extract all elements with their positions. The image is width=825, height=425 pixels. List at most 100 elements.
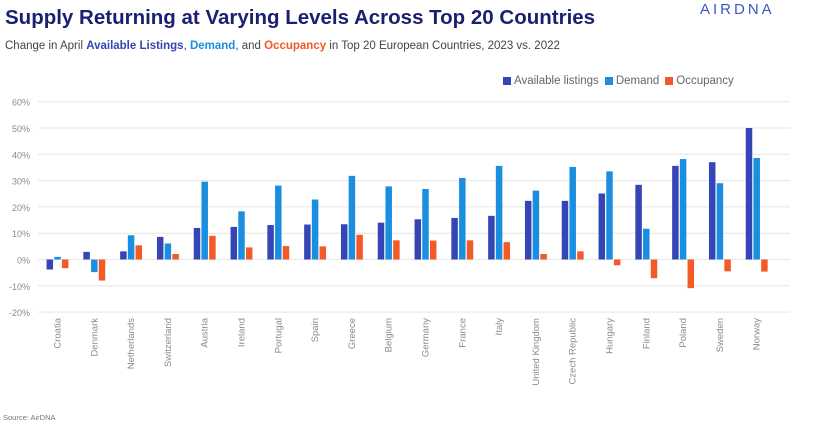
bar-occupancy [724, 259, 731, 272]
subtitle-suffix: in Top 20 European Countries, 2023 vs. 2… [326, 40, 560, 52]
subtitle-separator: , [183, 40, 190, 52]
bar-listings [598, 193, 606, 260]
bar-demand [127, 235, 135, 260]
bar-demand [348, 175, 356, 260]
x-tick-label: Croatia [53, 317, 64, 348]
bar-occupancy [393, 240, 400, 260]
bar-occupancy [503, 242, 511, 260]
legend-item-listings: Available listings [503, 75, 599, 87]
x-tick-label: Denmark [89, 318, 100, 357]
bar-occupancy [650, 259, 658, 279]
bar-listings [635, 184, 642, 260]
subtitle-demand: Demand [189, 40, 236, 52]
y-tick-label: -20% [9, 308, 30, 318]
bar-occupancy [466, 240, 474, 260]
x-tick-label: Hungary [605, 318, 616, 354]
bar-occupancy [577, 251, 584, 260]
bar-demand [54, 256, 61, 260]
bar-occupancy [540, 253, 547, 260]
legend-item-demand: Demand [604, 75, 660, 87]
bar-occupancy [429, 240, 437, 260]
bar-demand [753, 157, 760, 260]
x-tick-label: France [457, 318, 468, 348]
subtitle-listings: Available Listings [86, 40, 184, 52]
bar-occupancy [98, 259, 106, 281]
bar-demand [238, 211, 245, 260]
bar-listings [120, 251, 127, 260]
x-tick-label: Spain [310, 318, 321, 342]
legend-label-demand: Demand [615, 75, 660, 87]
x-tick-label: Sweden [715, 318, 726, 352]
bar-demand [569, 166, 576, 260]
x-tick-label: Belgium [384, 318, 395, 352]
legend-swatch-occupancy [665, 77, 674, 85]
y-tick-label: 40% [12, 150, 30, 160]
bar-occupancy [613, 259, 621, 266]
bar-occupancy [61, 259, 69, 269]
y-tick-label: -10% [9, 282, 30, 292]
bar-occupancy [245, 247, 253, 260]
y-tick-label: 20% [12, 203, 30, 213]
bar-occupancy [761, 259, 768, 272]
brand-logo: AIRDNA [700, 1, 775, 18]
bar-listings [708, 162, 716, 260]
y-tick-label: 60% [12, 98, 30, 108]
bar-listings [414, 219, 422, 260]
bar-demand [201, 181, 208, 260]
chart-title: Supply Returning at Varying Levels Acros… [5, 6, 596, 29]
y-tick-label: 50% [12, 124, 30, 134]
bar-demand [606, 171, 613, 260]
bar-listings [488, 215, 495, 260]
bar-demand [716, 183, 724, 260]
chart-legend: Available listings Demand Occupancy [503, 75, 734, 87]
x-tick-label: Czech Republic [568, 318, 579, 385]
bar-demand [459, 177, 466, 260]
bar-demand [164, 243, 172, 260]
x-tick-label: Portugal [273, 318, 284, 353]
legend-label-listings: Available listings [514, 75, 599, 87]
bar-occupancy [135, 245, 143, 260]
bar-listings [524, 200, 532, 260]
bar-listings [451, 217, 458, 260]
subtitle-prefix: Change in April [5, 40, 87, 52]
bar-listings [377, 222, 385, 260]
legend-swatch-demand [604, 77, 613, 85]
bar-occupancy [282, 246, 290, 260]
bar-demand [385, 186, 392, 260]
bar-occupancy [356, 234, 363, 260]
y-tick-label: 0% [17, 256, 30, 266]
bar-listings [672, 165, 679, 260]
x-tick-label: Norway [752, 318, 763, 350]
bar-listings [561, 200, 569, 260]
legend-swatch-listings [503, 77, 511, 85]
x-tick-label: United Kingdom [531, 318, 542, 386]
bar-listings [304, 224, 311, 260]
x-tick-label: Ireland [237, 318, 248, 347]
x-tick-label: Italy [494, 318, 505, 336]
bar-occupancy [687, 259, 695, 289]
x-tick-label: Switzerland [163, 318, 174, 367]
bar-listings [46, 259, 54, 270]
bar-occupancy [172, 253, 179, 260]
bar-listings [340, 224, 348, 260]
legend-label-occupancy: Occupancy [676, 75, 734, 87]
bar-demand [495, 165, 503, 260]
x-tick-label: Austria [200, 317, 211, 347]
bar-listings [745, 128, 753, 260]
x-tick-label: Finland [641, 318, 652, 349]
bar-occupancy [319, 246, 327, 260]
bar-listings [230, 226, 238, 260]
bar-demand [91, 259, 98, 273]
bar-listings [193, 227, 201, 260]
subtitle-occupancy: Occupancy [264, 40, 327, 52]
x-tick-label: Poland [678, 318, 689, 348]
y-tick-label: 30% [12, 177, 30, 187]
bar-listings [267, 225, 274, 260]
bar-demand [275, 185, 282, 260]
legend-item-occupancy: Occupancy [665, 75, 734, 87]
bar-demand [311, 199, 319, 260]
bar-demand [532, 190, 540, 260]
bar-listings [156, 236, 164, 260]
bar-demand [643, 228, 650, 260]
